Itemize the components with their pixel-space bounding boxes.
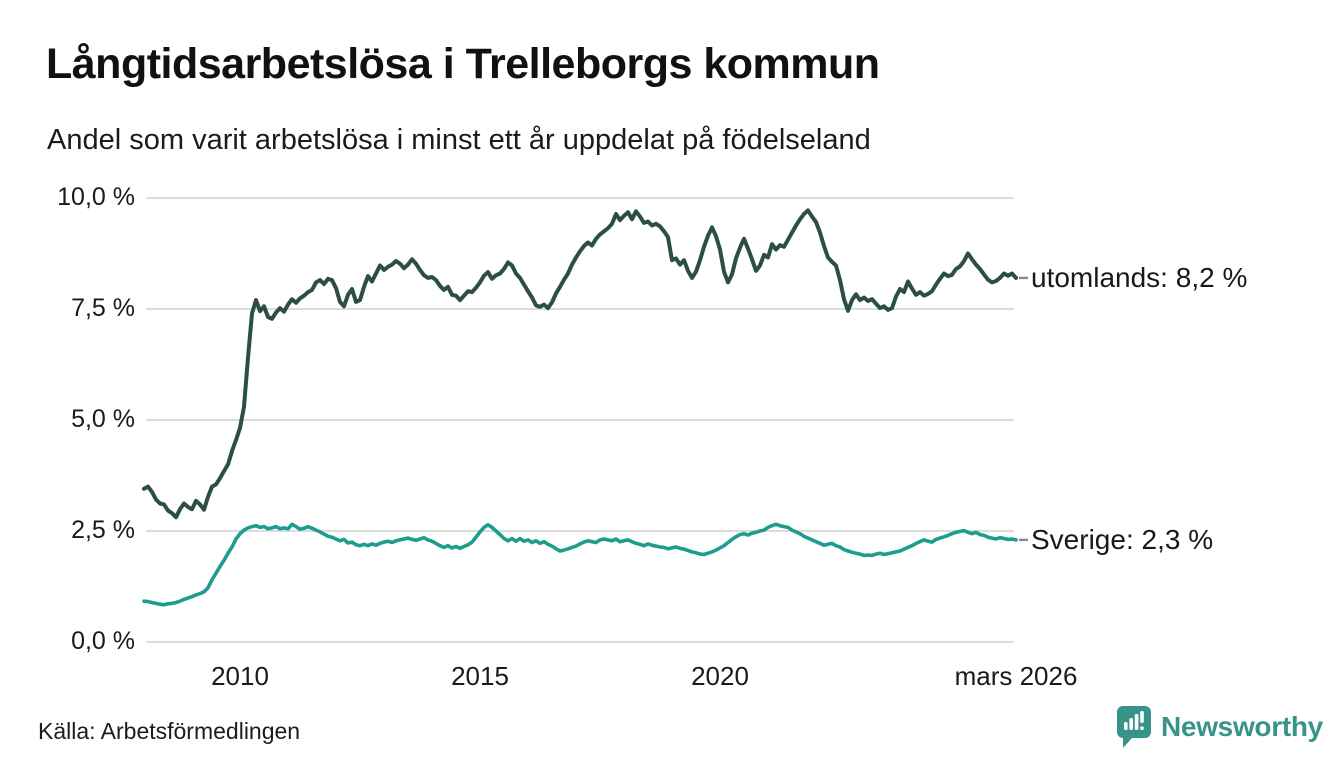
page-subtitle: Andel som varit arbetslösa i minst ett å… [47, 124, 871, 156]
series-end-label-sverige: Sverige: 2,3 % [1031, 523, 1214, 555]
page-title: Långtidsarbetslösa i Trelleborgs kommun [46, 40, 880, 88]
newsworthy-logo: Newsworthy [1116, 705, 1323, 749]
source-note: Källa: Arbetsförmedlingen [38, 718, 301, 744]
series-line-utomlands [142, 208, 1018, 520]
series-end-label-utomlands: utomlands: 8,2 % [1031, 261, 1248, 293]
series-line-Sverige [142, 522, 1018, 607]
newsworthy-wordmark: Newsworthy [1161, 711, 1323, 742]
newsworthy-speech-bubble-barchart-icon [1116, 705, 1152, 749]
